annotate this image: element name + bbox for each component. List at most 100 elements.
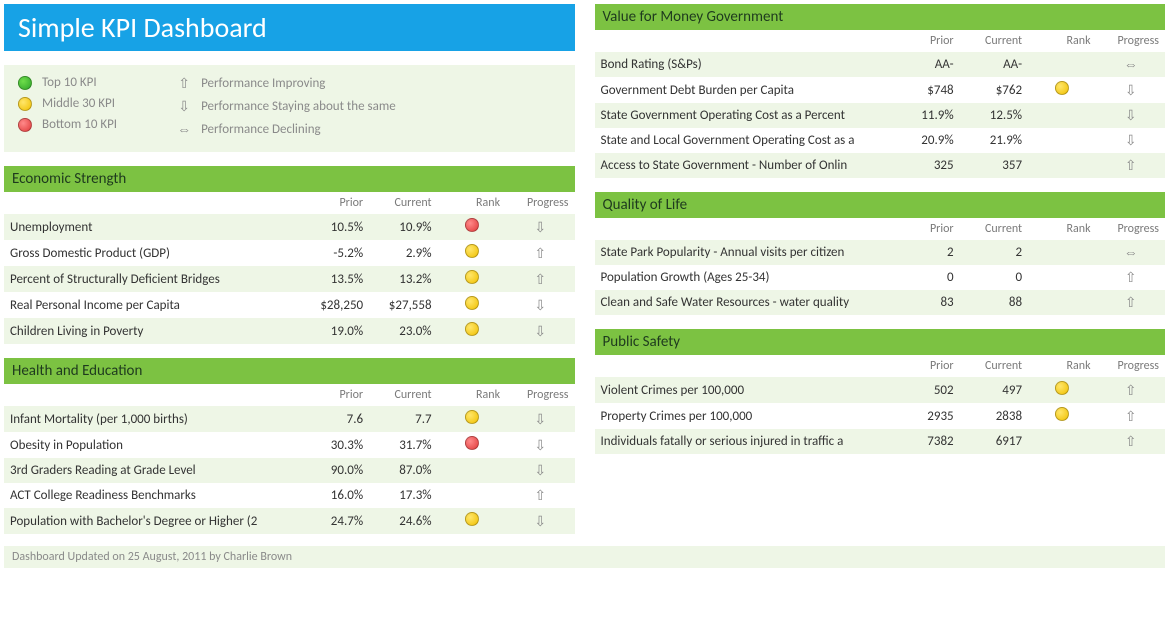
progress-arrow-icon: ⇩ <box>533 437 547 454</box>
rank-dot-icon <box>465 436 479 450</box>
panel-value-for-money: Value for Money GovernmentPriorCurrentRa… <box>595 4 1166 178</box>
kpi-prior: 502 <box>891 377 959 403</box>
rank-dot-icon <box>1055 407 1069 421</box>
kpi-rank <box>438 483 506 508</box>
rank-dot-icon <box>465 244 479 258</box>
col-prior: Prior <box>891 355 959 377</box>
rank-dot-icon <box>465 296 479 310</box>
legend-progress: ⇧ Performance Improving ⇩ Performance St… <box>177 75 396 138</box>
kpi-rank <box>1028 377 1096 403</box>
kpi-rank <box>438 406 506 432</box>
progress-arrow-icon: ⇧ <box>1124 157 1138 174</box>
kpi-name: Individuals fatally or serious injured i… <box>595 429 892 454</box>
table-row: ACT College Readiness Benchmarks16.0%17.… <box>4 483 575 508</box>
progress-arrow-icon: ⇧ <box>1124 294 1138 311</box>
progress-arrow-icon: ⇩ <box>533 323 547 340</box>
col-prior: Prior <box>891 218 959 240</box>
kpi-progress: ⇧ <box>506 483 574 508</box>
kpi-progress: ⇧ <box>1097 153 1165 178</box>
kpi-table: PriorCurrentRankProgressUnemployment10.5… <box>4 192 575 344</box>
progress-arrow-icon: ⇧ <box>533 487 547 504</box>
col-name <box>595 30 892 52</box>
panel-quality-of-life: Quality of LifePriorCurrentRankProgressS… <box>595 192 1166 315</box>
table-row: Property Crimes per 100,00029352838⇧ <box>595 403 1166 429</box>
kpi-prior: 11.9% <box>891 103 959 128</box>
kpi-progress: ⇧ <box>1097 377 1165 403</box>
legend-progress-decline: ⇔ Performance Declining <box>177 121 396 138</box>
kpi-current: $762 <box>960 77 1028 103</box>
table-row: State Park Popularity - Annual visits pe… <box>595 240 1166 265</box>
kpi-prior: 20.9% <box>891 128 959 153</box>
kpi-rank <box>438 214 506 240</box>
kpi-current: 24.6% <box>369 508 437 534</box>
legend-rank-label: Bottom 10 KPI <box>42 117 117 132</box>
kpi-progress: ⇔ <box>1097 240 1165 265</box>
kpi-prior: 83 <box>891 290 959 315</box>
kpi-rank <box>438 292 506 318</box>
table-row: Government Debt Burden per Capita$748$76… <box>595 77 1166 103</box>
kpi-prior: 13.5% <box>301 266 369 292</box>
progress-arrow-icon: ⇧ <box>1124 269 1138 286</box>
kpi-current: 21.9% <box>960 128 1028 153</box>
panel-health-education: Health and EducationPriorCurrentRankProg… <box>4 358 575 534</box>
legend-ranks: Top 10 KPI Middle 30 KPI Bottom 10 KPI <box>18 75 117 138</box>
kpi-current: 23.0% <box>369 318 437 344</box>
col-rank: Rank <box>1028 30 1096 52</box>
kpi-table: PriorCurrentRankProgressBond Rating (S&P… <box>595 30 1166 178</box>
kpi-table: PriorCurrentRankProgressState Park Popul… <box>595 218 1166 315</box>
panel-header: Quality of Life <box>595 192 1166 218</box>
kpi-prior: 0 <box>891 265 959 290</box>
table-row: State and Local Government Operating Cos… <box>595 128 1166 153</box>
rank-dot-icon <box>1055 81 1069 95</box>
kpi-prior: 19.0% <box>301 318 369 344</box>
kpi-name: Real Personal Income per Capita <box>4 292 301 318</box>
table-row: Gross Domestic Product (GDP)-5.2%2.9%⇧ <box>4 240 575 266</box>
col-name <box>595 218 892 240</box>
rank-dot-icon <box>465 512 479 526</box>
footer-updated: Dashboard Updated on 25 August, 2011 by … <box>4 546 1165 568</box>
kpi-name: Obesity in Population <box>4 432 301 458</box>
table-row: Clean and Safe Water Resources - water q… <box>595 290 1166 315</box>
progress-arrow-icon: ⇩ <box>533 462 547 479</box>
kpi-rank <box>438 318 506 344</box>
kpi-prior: 325 <box>891 153 959 178</box>
kpi-name: ACT College Readiness Benchmarks <box>4 483 301 508</box>
kpi-progress: ⇧ <box>1097 265 1165 290</box>
kpi-name: State and Local Government Operating Cos… <box>595 128 892 153</box>
progress-arrow-icon: ⇩ <box>1124 132 1138 149</box>
kpi-rank <box>1028 290 1096 315</box>
col-current: Current <box>960 355 1028 377</box>
col-progress: Progress <box>506 384 574 406</box>
kpi-progress: ⇧ <box>506 240 574 266</box>
table-row: Bond Rating (S&Ps)AA-AA-⇔ <box>595 52 1166 77</box>
kpi-progress: ⇩ <box>1097 128 1165 153</box>
progress-arrow-icon: ⇔ <box>1124 56 1138 73</box>
table-header-row: PriorCurrentRankProgress <box>4 192 575 214</box>
kpi-current: 12.5% <box>960 103 1028 128</box>
rank-dot-icon <box>1055 381 1069 395</box>
kpi-name: 3rd Graders Reading at Grade Level <box>4 458 301 483</box>
kpi-prior: 30.3% <box>301 432 369 458</box>
legend-progress-label: Performance Staying about the same <box>201 99 396 114</box>
kpi-current: 497 <box>960 377 1028 403</box>
kpi-prior: 2935 <box>891 403 959 429</box>
kpi-prior: 7.6 <box>301 406 369 432</box>
col-rank: Rank <box>438 192 506 214</box>
kpi-current: 13.2% <box>369 266 437 292</box>
col-prior: Prior <box>301 192 369 214</box>
kpi-current: 31.7% <box>369 432 437 458</box>
legend-rank-middle: Middle 30 KPI <box>18 96 117 111</box>
col-rank: Rank <box>1028 218 1096 240</box>
table-row: Access to State Government - Number of O… <box>595 153 1166 178</box>
col-current: Current <box>369 192 437 214</box>
arrow-down-icon: ⇩ <box>177 98 191 115</box>
dot-red-icon <box>18 118 32 132</box>
kpi-current: 88 <box>960 290 1028 315</box>
table-row: Population Growth (Ages 25-34)00⇧ <box>595 265 1166 290</box>
kpi-progress: ⇧ <box>506 266 574 292</box>
legend-rank-label: Top 10 KPI <box>42 75 97 90</box>
table-header-row: PriorCurrentRankProgress <box>595 30 1166 52</box>
kpi-current: $27,558 <box>369 292 437 318</box>
table-header-row: PriorCurrentRankProgress <box>595 355 1166 377</box>
rank-dot-icon <box>465 410 479 424</box>
